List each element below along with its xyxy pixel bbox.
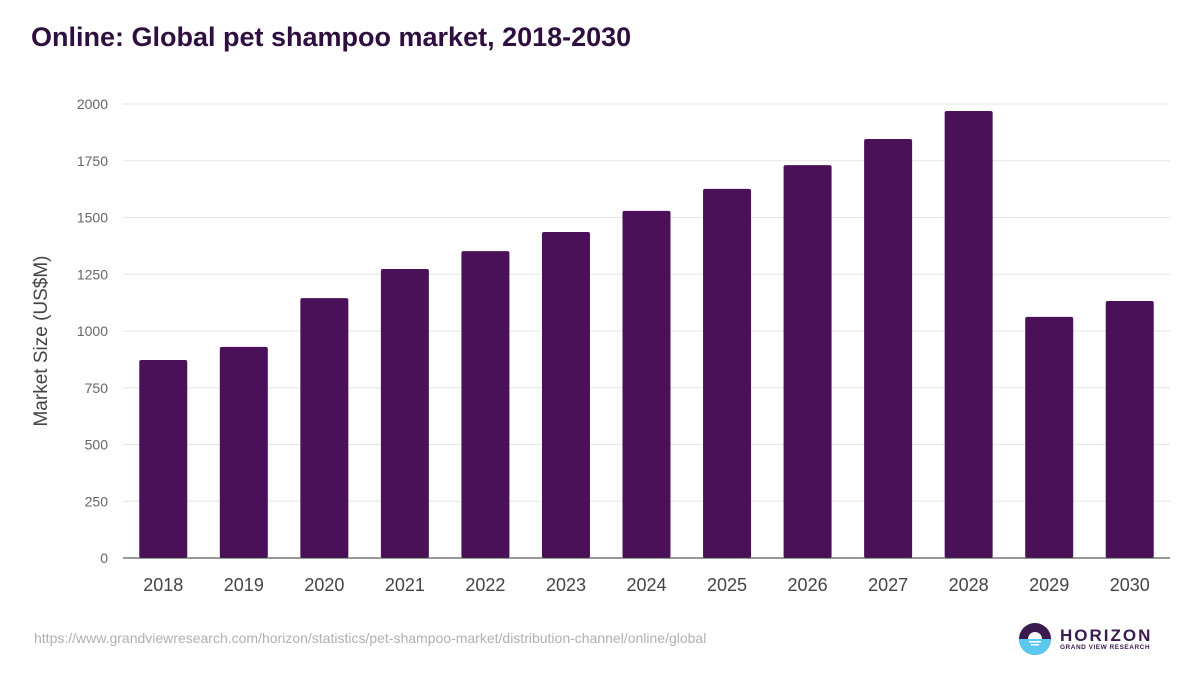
horizon-logo: HORIZON GRAND VIEW RESEARCH	[1018, 622, 1152, 656]
bar-2028	[944, 111, 993, 559]
logo-subtitle: GRAND VIEW RESEARCH	[1060, 644, 1151, 651]
x-tick-label: 2029	[1029, 575, 1069, 595]
y-tick-label: 500	[85, 437, 109, 453]
y-tick-label: 2000	[77, 96, 108, 112]
y-tick-label: 250	[85, 493, 109, 509]
bar-2027	[864, 138, 913, 558]
bar-2021	[380, 269, 429, 558]
bar-2025	[703, 188, 752, 558]
x-tick-label: 2030	[1110, 575, 1150, 595]
chart-title: Online: Global pet shampoo market, 2018-…	[31, 22, 632, 52]
bar-2026	[783, 165, 832, 559]
y-axis-label: Market Size (US$M)	[31, 255, 52, 426]
source-url[interactable]: https://www.grandviewresearch.com/horizo…	[34, 630, 707, 646]
x-tick-label: 2020	[304, 575, 344, 595]
x-tick-label: 2025	[707, 575, 747, 595]
x-tick-label: 2028	[949, 575, 989, 595]
x-tick-label: 2019	[224, 575, 264, 595]
bar-2030	[1105, 301, 1154, 558]
y-tick-label: 1000	[77, 323, 108, 339]
x-tick-label: 2022	[465, 575, 505, 595]
y-tick-label: 1750	[77, 153, 108, 169]
x-tick-label: 2018	[143, 575, 183, 595]
y-tick-label: 0	[100, 550, 108, 566]
x-tick-label: 2024	[626, 575, 666, 595]
y-tick-label: 1500	[77, 210, 108, 226]
y-tick-label: 750	[85, 380, 109, 396]
bar-2019	[219, 346, 268, 558]
y-tick-label: 1250	[77, 266, 108, 282]
bar-2018	[139, 360, 188, 558]
bar-2029	[1025, 316, 1074, 558]
x-tick-label: 2027	[868, 575, 908, 595]
bar-2022	[461, 251, 510, 558]
bar-2020	[300, 298, 349, 558]
x-tick-label: 2021	[385, 575, 425, 595]
bar-2024	[622, 210, 671, 559]
x-tick-label: 2026	[788, 575, 828, 595]
horizon-logo-icon	[1019, 623, 1051, 655]
x-tick-label: 2023	[546, 575, 586, 595]
bar-2023	[541, 232, 590, 558]
logo-name: HORIZON	[1060, 626, 1153, 645]
